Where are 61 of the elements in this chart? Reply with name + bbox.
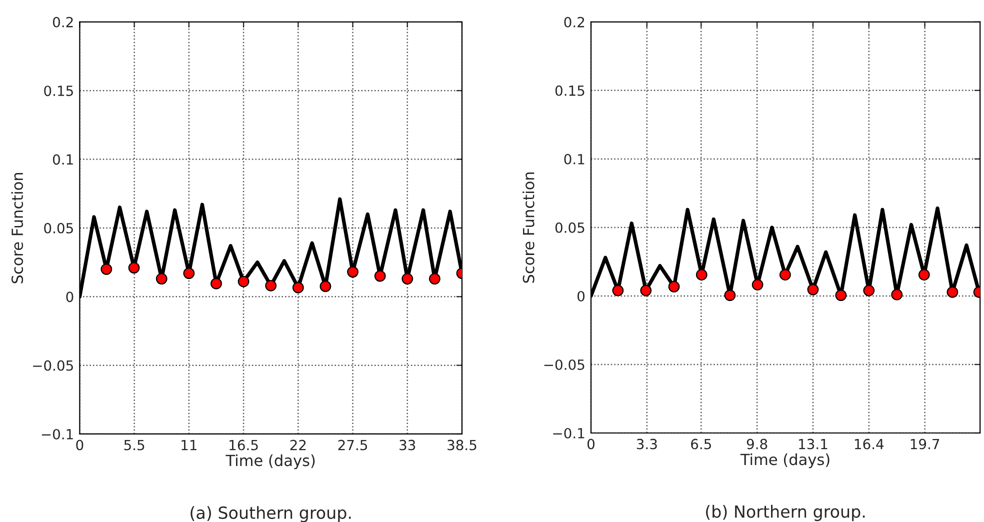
point bbox=[612, 284, 624, 296]
x-tick-label: 11 bbox=[182, 440, 196, 450]
point bbox=[402, 273, 414, 284]
y-tick-label: 0.2 bbox=[52, 16, 73, 28]
y-axis-title: Score Function bbox=[522, 172, 534, 283]
x-tick-label: 0 bbox=[76, 440, 84, 450]
x-tick-label: 16.4 bbox=[854, 438, 884, 450]
point bbox=[210, 278, 222, 290]
point bbox=[918, 269, 930, 280]
y-tick-label: −0.1 bbox=[42, 428, 73, 440]
text: (a) Southern group. bbox=[190, 506, 351, 522]
y-tick-label: −0.05 bbox=[544, 359, 584, 370]
x-tick-label: 3.3 bbox=[636, 438, 657, 450]
point bbox=[946, 286, 958, 298]
x-tick-label: 16.5 bbox=[230, 440, 258, 450]
point bbox=[292, 282, 304, 294]
point bbox=[347, 266, 358, 278]
x-tick-label: 0 bbox=[587, 438, 594, 450]
y-tick-label: 0.15 bbox=[555, 85, 584, 96]
point bbox=[428, 273, 440, 284]
point bbox=[100, 263, 112, 275]
x-tick-label: 27.5 bbox=[338, 440, 368, 450]
x-tick-label: 9.8 bbox=[746, 438, 768, 450]
point bbox=[320, 280, 332, 292]
point bbox=[891, 288, 903, 300]
point bbox=[696, 269, 708, 280]
point bbox=[128, 262, 140, 274]
y-tick-label: 0.2 bbox=[564, 16, 584, 28]
point bbox=[183, 268, 195, 279]
point bbox=[374, 270, 386, 282]
text: (b) Northern group. bbox=[706, 504, 865, 522]
point bbox=[863, 284, 875, 296]
y-tick-label: 0 bbox=[578, 290, 585, 302]
y-tick-label: 0.05 bbox=[44, 222, 73, 234]
point bbox=[156, 273, 168, 284]
y-tick-label: −0.05 bbox=[33, 360, 73, 371]
y-tick-label: 0.1 bbox=[52, 154, 73, 165]
y-tick-label: −0.1 bbox=[553, 428, 584, 438]
y-tick-label: 0.05 bbox=[555, 222, 584, 233]
x-tick-label: 5.5 bbox=[124, 440, 144, 450]
point bbox=[835, 290, 847, 301]
point bbox=[724, 290, 736, 301]
x-axis-title: Time (days) bbox=[226, 454, 315, 470]
x-tick-label: 13.1 bbox=[799, 438, 828, 450]
x-tick-label: 6.5 bbox=[691, 438, 711, 450]
x-tick-label: 38.5 bbox=[448, 440, 476, 450]
x-tick-label: 19.7 bbox=[910, 438, 940, 450]
y-axis-title: Score Function bbox=[11, 172, 24, 284]
y-tick-label: 0 bbox=[66, 292, 74, 302]
point bbox=[779, 269, 791, 280]
x-axis-title: Time (days) bbox=[740, 453, 830, 468]
point bbox=[752, 279, 764, 290]
x-tick-label: 22 bbox=[290, 440, 306, 450]
x-tick-label: 33 bbox=[400, 440, 416, 450]
y-tick-label: 0.1 bbox=[564, 154, 584, 164]
point bbox=[807, 284, 819, 296]
point bbox=[668, 280, 680, 292]
point bbox=[640, 284, 652, 296]
point bbox=[265, 280, 277, 292]
y-tick-label: 0.15 bbox=[44, 86, 73, 96]
point bbox=[238, 276, 250, 288]
